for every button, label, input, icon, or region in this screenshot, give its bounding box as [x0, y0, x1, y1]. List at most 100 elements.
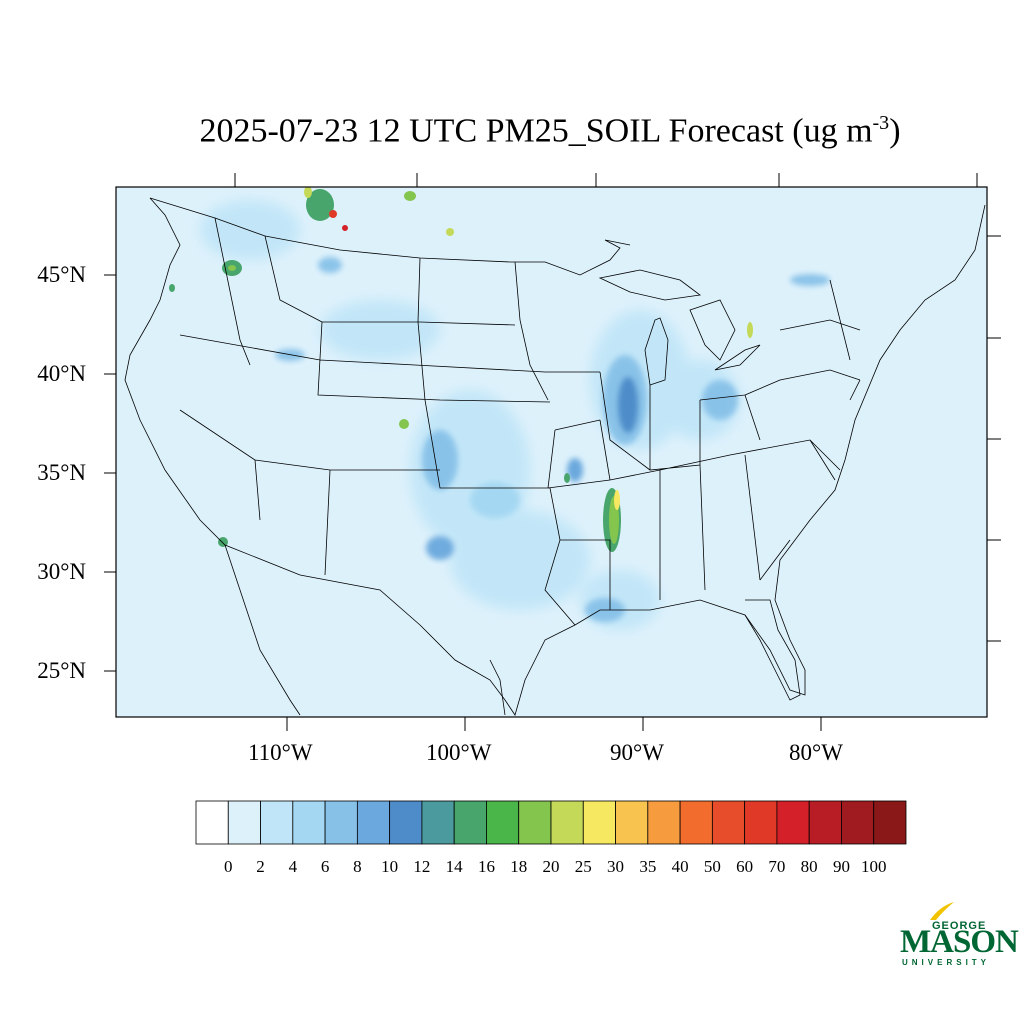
kansas-blob [422, 430, 458, 490]
logo-george-text: GEORGE [932, 920, 987, 932]
colorbar-swatch [679, 800, 713, 845]
colorbar-swatch [615, 800, 649, 845]
colorbar-swatch [324, 800, 358, 845]
colorbar-swatch [873, 800, 907, 845]
montana-red-2 [342, 225, 348, 231]
colorbar-tick-label: 8 [353, 857, 362, 876]
chart-title: 2025-07-23 12 UTC PM25_SOIL Forecast (ug… [199, 112, 901, 150]
colorbar-tick-label: 60 [736, 857, 753, 876]
colorbar-tick-label: 35 [639, 857, 656, 876]
colorbar-swatch [711, 800, 746, 845]
missouri-core [567, 458, 583, 482]
lat-label-40: 40°N [37, 361, 86, 386]
colorbar-tick-label: 10 [381, 857, 398, 876]
lat-label-35: 35°N [37, 460, 86, 485]
wyoming-patch [320, 300, 440, 360]
colorbar-tick-label: 20 [543, 857, 560, 876]
lake-erie [714, 344, 761, 371]
texas-patch [450, 510, 590, 610]
lake-huron [689, 299, 736, 361]
colorbar-tick-label: 50 [704, 857, 721, 876]
lon-label-90: 90°W [610, 740, 664, 765]
lake-erie-yellow [747, 322, 753, 338]
lon-label-80: 80°W [789, 740, 843, 765]
missouri-green [564, 473, 570, 483]
colorbar-swatch [292, 800, 326, 845]
colorbar-swatch [260, 800, 294, 845]
colorbar-tick-label: 0 [224, 857, 233, 876]
lon-label-110: 110°W [248, 740, 313, 765]
mexico-gulf [489, 659, 506, 716]
lake-superior [598, 269, 702, 301]
colorbar-tick-label: 100 [861, 857, 887, 876]
ontario-blob [790, 274, 830, 286]
colorbar-swatch [776, 800, 810, 845]
oklahoma-blob [470, 482, 520, 518]
washington-lightgreen [228, 265, 236, 271]
colorbar-swatch [227, 800, 261, 845]
illinois-core [618, 377, 638, 433]
lat-label-30: 30°N [37, 559, 86, 584]
colorbar-swatch [195, 800, 229, 845]
colorbar-swatch [744, 800, 778, 845]
colorbar-labels: 0 2 4 6 8 10 12 14 16 18 20 25 30 35 40 50 60 70 80 90 100 [224, 857, 886, 876]
pacific-nw-patch [200, 200, 300, 260]
arizona-green [218, 537, 228, 547]
montana-yellow [304, 187, 312, 198]
colorbar-swatch [808, 800, 842, 845]
colorbar-tick-label: 70 [768, 857, 785, 876]
plot-frame [115, 186, 988, 718]
logo-mason-text: MASON [900, 924, 1019, 960]
arkansas-yellow [614, 490, 620, 510]
colorbar-swatch [421, 800, 455, 845]
george-mason-logo: GEORGE MASON UNIVERSITY [896, 900, 1019, 970]
colorbar-tick-label: 18 [510, 857, 527, 876]
colorbar-tick-label: 4 [289, 857, 298, 876]
colorbar-swatch [518, 800, 552, 845]
colorbar-swatch [453, 800, 487, 845]
colorbar-swatch [389, 800, 423, 845]
lon-label-100: 100°W [426, 740, 492, 765]
colorbar-swatch [647, 800, 681, 845]
montana-blob [318, 257, 342, 273]
boundaries [124, 197, 986, 716]
logo-swoosh-icon [930, 902, 954, 920]
colorado-green [399, 419, 409, 429]
colorbar-swatch [841, 800, 875, 845]
logo-university-text: UNIVERSITY [902, 958, 991, 967]
lat-label-25: 25°N [37, 658, 86, 683]
colorbar-tick-label: 16 [478, 857, 495, 876]
colorbar-swatch [582, 800, 616, 845]
indiana-blob [702, 380, 738, 420]
colorbar-tick-label: 25 [575, 857, 592, 876]
oregon-green [169, 284, 175, 292]
florida [744, 599, 801, 701]
colorbar-tick-label: 6 [321, 857, 330, 876]
west-texas-blob [426, 536, 454, 560]
colorbar-tick-label: 90 [833, 857, 850, 876]
nd-border-green [404, 191, 416, 201]
canada-border [149, 197, 631, 276]
colorbar [195, 800, 907, 845]
baja [224, 544, 301, 716]
colorbar-tick-label: 12 [413, 857, 430, 876]
colorbar-tick-label: 2 [256, 857, 265, 876]
colorbar-swatch [550, 800, 584, 845]
colorbar-swatch [356, 800, 391, 845]
colorbar-swatch [486, 800, 520, 845]
lat-label-45: 45°N [37, 262, 86, 287]
montana-border-green [306, 189, 334, 221]
montana-red-1 [329, 210, 337, 218]
nd-yellow [446, 228, 454, 236]
colorbar-tick-label: 30 [607, 857, 624, 876]
lake-michigan [644, 317, 669, 386]
lat-ticks [104, 173, 1001, 731]
colorbar-tick-label: 80 [801, 857, 818, 876]
colorbar-tick-label: 14 [446, 857, 464, 876]
colorbar-tick-label: 40 [672, 857, 689, 876]
concentration-field [169, 187, 830, 630]
map-background [116, 187, 987, 717]
louisiana-patch [580, 570, 660, 630]
state-lines [179, 217, 861, 626]
